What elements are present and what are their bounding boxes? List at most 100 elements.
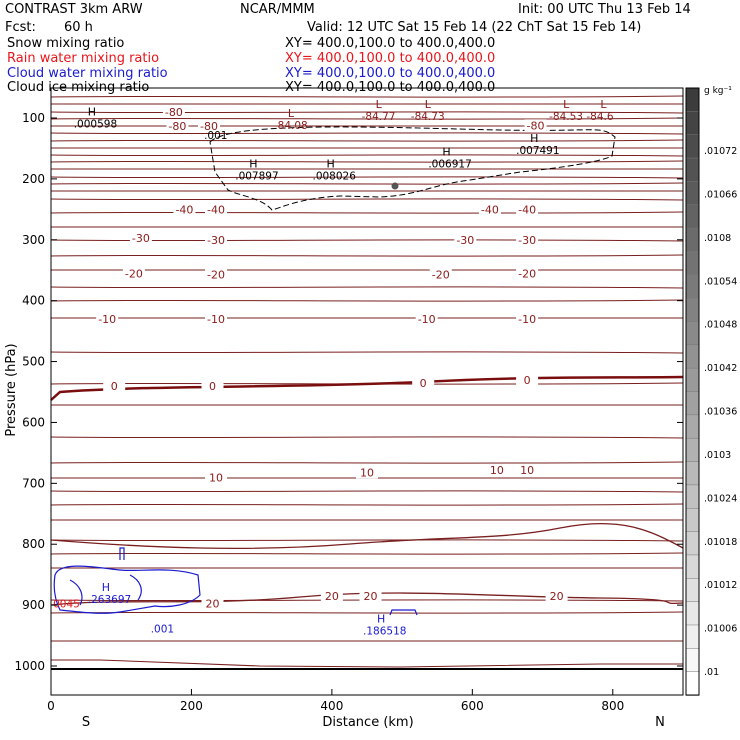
- x-tick-label: 200: [180, 699, 203, 713]
- marker-dot: [391, 182, 399, 190]
- isotherm-line: [50, 111, 684, 114]
- y-tick-label: 100: [22, 111, 45, 125]
- field-name-rain: Rain water mixing ratio: [7, 51, 160, 66]
- isotherm-label-bg: [201, 379, 224, 392]
- contour-value: .001: [151, 623, 174, 635]
- isotherm-line: [50, 139, 684, 142]
- isotherm-label-bg: [129, 231, 152, 244]
- extremum-value: -84.77: [362, 111, 396, 123]
- colorbar-frame: [685, 87, 700, 696]
- high-marker: H: [326, 158, 334, 171]
- freezing-level-line: [50, 375, 684, 401]
- isotherm-label: 0: [420, 377, 427, 390]
- isotherm-label-bg: [545, 589, 568, 602]
- high-marker: H: [530, 132, 538, 145]
- field-xy-snow: XY= 400.0,100.0 to 400.0,400.0: [285, 36, 496, 51]
- field-name-cloud-water: Cloud water mixing ratio: [7, 66, 168, 81]
- isotherm-label-bg: [516, 373, 539, 386]
- isotherm-label-bg: [205, 203, 228, 216]
- isotherm-label: -10: [518, 313, 536, 326]
- isotherm-label: -80: [168, 120, 186, 133]
- extremum-value: .007491: [516, 145, 559, 157]
- y-tick-label: 400: [22, 294, 45, 308]
- contour-value: 0045: [53, 598, 80, 610]
- x-tick-label: 600: [461, 699, 484, 713]
- isotherm-line: [50, 176, 684, 179]
- cloud-water-contour: [69, 547, 142, 606]
- high-marker: H: [377, 612, 385, 625]
- field-xy-rain: XY= 400.0,100.0 to 400.0,400.0: [285, 51, 496, 66]
- y-tick-label: 200: [22, 172, 45, 186]
- isotherm-label: -20: [207, 268, 225, 281]
- isotherm-label: -20: [518, 267, 536, 280]
- isotherm-label-bg: [96, 312, 119, 325]
- isotherm-label: 20: [364, 590, 378, 603]
- isotherm-line: [50, 95, 684, 98]
- y-axis-title: Pressure (hPa): [4, 343, 19, 436]
- extremum-value: -84.73: [411, 111, 445, 123]
- x-tick-label: 800: [601, 699, 624, 713]
- isotherm-label: -10: [418, 313, 436, 326]
- extremum-value: .186518: [363, 625, 406, 637]
- isotherm-label-bg: [516, 463, 539, 476]
- isotherm-label: -40: [481, 203, 499, 216]
- high-marker: H: [88, 105, 96, 118]
- isotherm-label: 0: [209, 380, 216, 393]
- isotherm-line: [50, 182, 684, 185]
- isotherm-label-bg: [205, 233, 228, 246]
- isotherm-label-bg: [205, 312, 228, 325]
- contour-value: .001: [204, 130, 227, 142]
- isotherm-line: [50, 522, 684, 550]
- colorbar-swatch: [685, 227, 700, 253]
- x-axis-title: Distance (km): [322, 715, 413, 730]
- isotherm-label: -40: [207, 203, 225, 216]
- isotherm-label: -20: [125, 267, 143, 280]
- y-tick-label: 700: [22, 476, 45, 490]
- colorbar-label: .01012: [704, 580, 737, 591]
- isotherm-line: [50, 503, 684, 506]
- field-name-snow: Snow mixing ratio: [7, 36, 125, 51]
- north-label: N: [655, 715, 665, 730]
- colorbar-swatch: [685, 437, 700, 463]
- colorbar-swatch: [685, 391, 700, 416]
- x-tick-label: 0: [47, 699, 55, 713]
- isotherm-label: 20: [325, 590, 339, 603]
- isotherm-label-bg: [516, 233, 539, 246]
- isotherm-label-bg: [198, 119, 220, 132]
- forecast-label: Fcst:: [5, 20, 36, 35]
- colorbar-label: .01018: [704, 537, 737, 548]
- isotherm-label: 10: [520, 464, 534, 477]
- isotherm-label-bg: [173, 203, 196, 216]
- isotherm-label: -20: [432, 268, 450, 281]
- colorbar-swatch: [685, 484, 700, 509]
- y-tick-label: 800: [22, 537, 45, 551]
- low-marker: L: [600, 98, 607, 111]
- isotherm-label-bg: [205, 471, 228, 484]
- isotherm-label-bg: [205, 268, 228, 281]
- isotherm-label-bg: [415, 312, 438, 325]
- field-xy-cloud-water: XY= 400.0,100.0 to 400.0,400.0: [285, 66, 496, 81]
- extremum-value: -84.08: [274, 120, 308, 132]
- isotherm-label: 10: [209, 471, 223, 484]
- isotherm-label: 20: [550, 590, 564, 603]
- colorbar-swatch: [685, 624, 700, 650]
- isotherm-label-bg: [356, 466, 378, 479]
- colorbar-swatch: [685, 531, 700, 556]
- isotherm-label: -80: [200, 120, 218, 133]
- isotherm-line: [50, 198, 684, 201]
- isotherm-line: [50, 552, 684, 555]
- extremum-value: -84.53: [549, 111, 583, 123]
- extremum-value: -84.6: [586, 111, 613, 123]
- extremum-value: .000598: [74, 118, 117, 130]
- isotherm-label: -40: [175, 203, 193, 216]
- colorbar-swatch: [685, 578, 700, 603]
- colorbar-label: .01006: [704, 624, 737, 635]
- y-tick-label: 600: [22, 415, 45, 429]
- colorbar-swatch: [685, 157, 700, 183]
- colorbar-unit: g kg⁻¹: [704, 86, 732, 96]
- colorbar-label: .01048: [704, 320, 737, 331]
- colorbar-swatch: [685, 554, 700, 580]
- colorbar-label: .01054: [704, 276, 737, 287]
- isotherm-label-bg: [103, 379, 126, 392]
- y-tick-label: 500: [22, 355, 45, 369]
